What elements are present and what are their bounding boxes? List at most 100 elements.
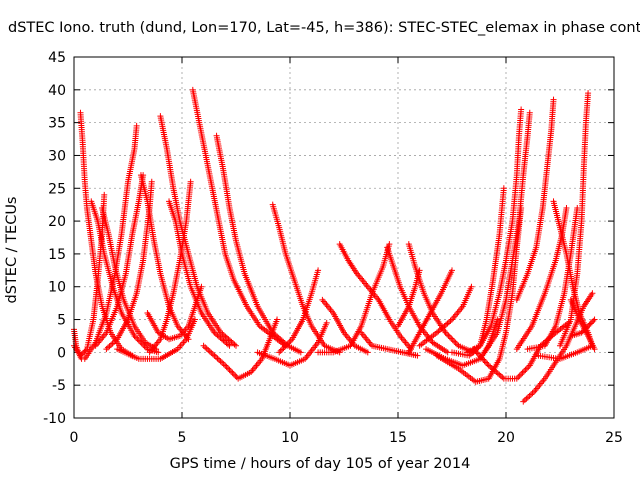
data-point xyxy=(229,340,236,347)
data-point xyxy=(133,122,140,129)
x-tick-label: 5 xyxy=(178,430,187,446)
data-point xyxy=(578,329,585,336)
data-point xyxy=(276,349,283,356)
data-point xyxy=(583,324,590,331)
data-point xyxy=(518,371,525,378)
chart-title: dSTEC Iono. truth (dund, Lon=170, Lat=-4… xyxy=(8,20,640,36)
data-point xyxy=(522,366,529,373)
data-point xyxy=(212,354,219,361)
data-point xyxy=(233,374,240,381)
data-point xyxy=(591,316,598,323)
data-point xyxy=(454,341,461,348)
data-point xyxy=(416,267,423,274)
y-tick-label: 35 xyxy=(48,116,66,132)
y-tick-label: 0 xyxy=(57,345,66,361)
data-point xyxy=(445,319,452,326)
data-point xyxy=(526,392,533,399)
y-tick-label: 5 xyxy=(57,313,66,329)
data-point xyxy=(226,342,233,349)
series-42 xyxy=(567,316,598,339)
data-point xyxy=(518,106,525,113)
data-point xyxy=(485,362,492,369)
data-point xyxy=(132,334,139,341)
series-15 xyxy=(213,132,304,356)
data-point xyxy=(589,290,596,297)
data-point xyxy=(477,353,484,360)
data-point xyxy=(579,328,586,335)
plot-frame xyxy=(73,56,615,419)
data-point xyxy=(108,341,115,348)
data-point xyxy=(496,371,503,378)
data-point xyxy=(231,341,238,348)
series-31 xyxy=(449,185,507,359)
data-point xyxy=(588,319,595,326)
axis-ticks: -10 -5 0 5 10 15 20 25 30 35 40 45 0 5 10 15 20 25 xyxy=(43,50,623,446)
data-point xyxy=(480,356,487,363)
y-tick-label: 45 xyxy=(48,50,66,66)
series-40 xyxy=(524,204,581,353)
y-tick-label: 25 xyxy=(48,181,66,197)
data-point xyxy=(297,349,304,356)
data-point xyxy=(474,350,481,357)
data-point xyxy=(499,374,506,381)
data-point xyxy=(444,320,451,327)
data-point xyxy=(206,348,213,355)
data-point xyxy=(484,360,491,367)
series-17 xyxy=(254,319,330,369)
data-point xyxy=(526,109,533,116)
series-36 xyxy=(513,96,557,303)
series-34 xyxy=(481,109,533,356)
data-point xyxy=(225,365,232,372)
data-point xyxy=(589,342,596,349)
data-point xyxy=(137,338,144,345)
data-point xyxy=(519,369,526,376)
series-12 xyxy=(114,316,198,362)
data-point xyxy=(281,343,288,350)
data-point xyxy=(222,362,229,369)
data-point xyxy=(585,323,592,330)
data-point xyxy=(284,340,291,347)
data-point xyxy=(523,395,530,402)
data-point xyxy=(223,363,230,370)
data-point xyxy=(232,372,239,379)
data-point xyxy=(574,204,581,211)
data-point xyxy=(134,335,141,342)
data-point xyxy=(131,332,138,339)
data-point xyxy=(590,317,597,324)
data-point xyxy=(78,351,85,358)
data-point xyxy=(280,344,287,351)
data-point xyxy=(581,327,588,334)
x-tick-label: 0 xyxy=(70,430,79,446)
data-point xyxy=(200,342,207,349)
series-10 xyxy=(166,198,233,349)
data-point xyxy=(468,283,475,290)
data-point xyxy=(286,339,293,346)
series-11 xyxy=(144,283,205,343)
data-point xyxy=(482,359,489,366)
series-13 xyxy=(146,178,194,356)
data-point xyxy=(446,334,453,341)
y-tick-label: 10 xyxy=(48,280,66,296)
data-point xyxy=(521,368,527,375)
series-18 xyxy=(269,201,343,356)
x-tick-label: 15 xyxy=(389,430,407,446)
data-point xyxy=(445,332,452,339)
data-point xyxy=(202,344,209,351)
data-point xyxy=(101,191,108,198)
data-point xyxy=(529,390,536,397)
data-point xyxy=(364,349,371,356)
data-point xyxy=(449,336,456,343)
data-point xyxy=(198,283,205,290)
series-26 xyxy=(395,267,423,330)
data-point xyxy=(141,343,148,350)
data-point xyxy=(155,349,162,356)
y-tick-label: 15 xyxy=(48,247,66,263)
data-point xyxy=(523,365,530,372)
series-14 xyxy=(189,86,289,349)
data-point xyxy=(447,317,454,324)
data-point xyxy=(591,346,598,353)
series-22 xyxy=(315,241,393,356)
data-point xyxy=(587,320,594,327)
series-28 xyxy=(416,283,475,349)
data-point xyxy=(513,375,520,382)
